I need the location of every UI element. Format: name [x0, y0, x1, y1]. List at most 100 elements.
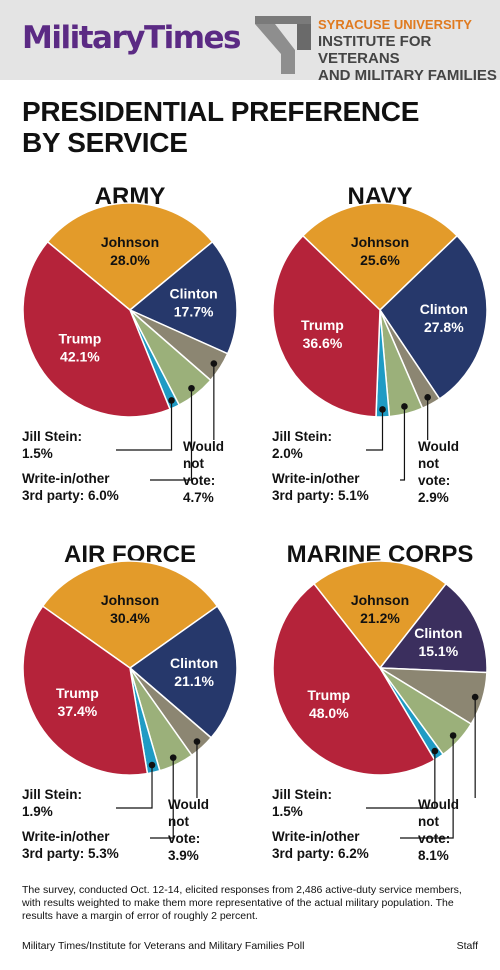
slice-name-johnson: Johnson: [101, 234, 159, 250]
pie-panel-marine-corps: MARINE CORPS Johnson 21.2% Clinton 15.1% Trum…: [250, 530, 500, 875]
callout-dot-would-not-vote: [424, 394, 431, 401]
header-banner: MilitaryTimes SYRACUSE UNIVERSITY INSTIT…: [0, 0, 500, 84]
pie-chart-navy: NAVYJohnson25.6%Clinton27.8%Trump36.6%Ji…: [272, 183, 488, 505]
callout-label-would-1: Would: [418, 439, 459, 454]
slice-name-trump: Trump: [56, 685, 99, 701]
slice-name-clinton: Clinton: [170, 655, 218, 671]
ivmf-partner-text: SYRACUSE UNIVERSITY INSTITUTE FOR VETERA…: [318, 16, 500, 84]
callout-value-write-in: 3rd party: 5.3%: [22, 846, 119, 861]
pie-panel-army: ARMY Johnson 28.0% Clinton 17.7% Trump 42.1% Ji…: [0, 172, 250, 517]
pie-slice-johnson: [301, 202, 459, 312]
callout-value-write-in: 3rd party: 5.1%: [272, 488, 369, 503]
slice-name-clinton: Clinton: [414, 625, 462, 641]
pie-chart-army: ARMYJohnson28.0%Clinton17.7%Trump42.1%Ji…: [22, 183, 238, 505]
callout-value-would-not-vote: 4.7%: [183, 490, 214, 505]
slice-value-trump: 37.4%: [58, 703, 98, 719]
pie-slice-johnson: [312, 560, 448, 670]
slice-name-trump: Trump: [59, 331, 102, 347]
slice-name-clinton: Clinton: [420, 301, 468, 317]
callout-value-would-not-vote: 8.1%: [418, 848, 449, 863]
slice-name-johnson: Johnson: [101, 592, 159, 608]
slice-value-clinton: 17.7%: [174, 303, 214, 319]
title-line-1: PRESIDENTIAL PREFERENCE: [22, 96, 420, 127]
callout-line-jill-stein: [116, 400, 173, 451]
callout-value-jill-stein: 1.5%: [272, 804, 303, 819]
callout-value-jill-stein: 2.0%: [272, 446, 303, 461]
callout-dot-would-not-vote: [193, 738, 201, 745]
pie-slice-trump: [22, 605, 149, 776]
pie-chart-air-force: AIR FORCEJohnson30.4%Clinton21.1%Trump37…: [22, 541, 238, 863]
slice-value-trump: 42.1%: [60, 349, 100, 365]
callout-label-write-in: Write-in/other: [22, 471, 110, 486]
callout-label-would-2: not: [183, 456, 204, 471]
callout-value-jill-stein: 1.5%: [22, 446, 53, 461]
callout-line-jill-stein: [366, 409, 384, 451]
callout-value-would-not-vote: 3.9%: [168, 848, 199, 863]
callout-label-would-3: vote:: [168, 831, 200, 846]
callout-value-write-in: 3rd party: 6.0%: [22, 488, 119, 503]
pie-slice-johnson: [46, 202, 214, 311]
callout-label-would-3: vote:: [183, 473, 215, 488]
slice-value-clinton: 15.1%: [418, 643, 458, 659]
survey-footnote: The survey, conducted Oct. 12-14, elicit…: [22, 884, 462, 922]
callout-line-write-in: [400, 406, 406, 481]
slice-value-trump: 36.6%: [303, 335, 343, 351]
page-title: PRESIDENTIAL PREFERENCE BY SERVICE: [22, 96, 419, 158]
callout-dot-would-not-vote: [471, 693, 479, 701]
slice-value-clinton: 27.8%: [424, 319, 464, 335]
callout-label-write-in: Write-in/other: [272, 471, 360, 486]
source-line: Military Times/Institute for Veterans an…: [22, 940, 305, 952]
pie-slice-clinton: [128, 240, 238, 355]
military-times-logo: MilitaryTimes: [22, 20, 242, 56]
callout-line-jill-stein: [116, 765, 153, 809]
callout-label-write-in: Write-in/other: [272, 829, 360, 844]
callout-line-jill-stein: [366, 751, 436, 809]
partner-institute: INSTITUTE FOR VETERANS: [318, 33, 432, 67]
callout-label-would-3: vote:: [418, 831, 450, 846]
callout-value-write-in: 3rd party: 6.2%: [272, 846, 369, 861]
credit-line: Staff: [456, 940, 478, 952]
ivmf-logo-icon: [255, 16, 311, 74]
callout-label-would-2: not: [418, 814, 439, 829]
slice-name-johnson: Johnson: [351, 592, 409, 608]
callout-label-would-1: Would: [418, 797, 459, 812]
slice-value-clinton: 21.1%: [174, 673, 214, 689]
pie-slice-clinton: [379, 234, 488, 400]
pie-chart-marine-corps: MARINE CORPSJohnson21.2%Clinton15.1%Trum…: [272, 541, 488, 863]
callout-label-would-2: not: [418, 456, 439, 471]
callout-label-would-2: not: [168, 814, 189, 829]
slice-name-trump: Trump: [307, 687, 350, 703]
callout-label-would-1: Would: [183, 439, 224, 454]
callout-label-write-in: Write-in/other: [22, 829, 110, 844]
slice-value-johnson: 21.2%: [360, 610, 400, 626]
slice-value-trump: 48.0%: [309, 705, 349, 721]
title-line-2: BY SERVICE: [22, 127, 188, 158]
pie-panel-air-force: AIR FORCE Johnson 30.4% Clinton 21.1% Trump 37…: [0, 530, 250, 875]
callout-dot-would-not-vote: [210, 360, 218, 367]
callout-label-jill-stein: Jill Stein:: [272, 787, 332, 802]
slice-value-johnson: 28.0%: [110, 252, 150, 268]
slice-value-johnson: 25.6%: [360, 252, 400, 268]
pie-slice-trump: [272, 234, 381, 418]
partner-families: AND MILITARY FAMILIES: [318, 67, 497, 84]
pie-slice-clinton: [378, 582, 488, 674]
callout-label-would-1: Would: [168, 797, 209, 812]
slice-name-trump: Trump: [301, 317, 344, 333]
pie-slice-trump: [22, 240, 171, 418]
pie-panel-navy: NAVY Johnson 25.6% Clinton 27.8% Trump 36.6% Ji…: [250, 172, 500, 517]
slice-name-johnson: Johnson: [351, 234, 409, 250]
pie-slice-trump: [272, 582, 436, 776]
callout-line-write-in: [400, 735, 454, 839]
slice-name-clinton: Clinton: [170, 285, 218, 301]
callout-label-jill-stein: Jill Stein:: [22, 429, 82, 444]
partner-university: SYRACUSE UNIVERSITY: [318, 17, 472, 32]
callout-label-jill-stein: Jill Stein:: [22, 787, 82, 802]
callout-value-jill-stein: 1.9%: [22, 804, 53, 819]
callout-label-jill-stein: Jill Stein:: [272, 429, 332, 444]
callout-line-write-in: [150, 388, 193, 481]
pie-slice-clinton: [128, 605, 238, 739]
slice-value-johnson: 30.4%: [110, 610, 150, 626]
callout-value-would-not-vote: 2.9%: [418, 490, 449, 505]
callout-label-would-3: vote:: [418, 473, 450, 488]
pie-slice-johnson: [41, 560, 219, 669]
